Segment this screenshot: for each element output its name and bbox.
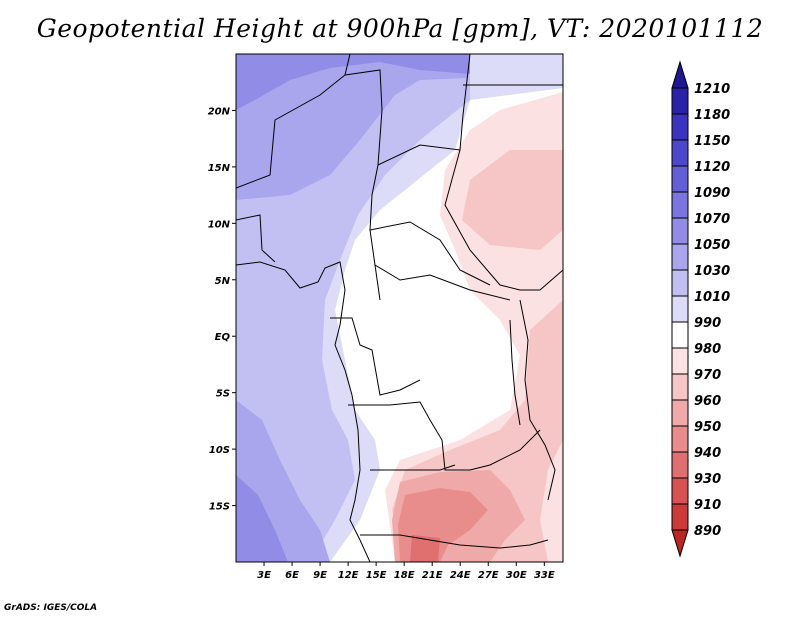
lat-tick-label: 15S [209, 502, 230, 513]
lat-tick-label: 10S [209, 445, 230, 456]
colorbar: 1210 1180 1150 1120 1090 1070 1050 1030 1010 990 9… [671, 60, 730, 558]
lat-tick-label: 5S [216, 389, 230, 400]
colorbar-top-arrow [671, 60, 689, 89]
colorbar-label: 1070 [694, 212, 730, 227]
colorbar-swatch [671, 321, 689, 349]
lat-axis: 20N 15N 10N 5N EQ 5S 10S 15S [208, 106, 236, 513]
colorbar-label: 1210 [694, 82, 730, 97]
lon-tick-label: 6E [285, 570, 299, 581]
footer-credit: GrADS: IGES/COLA [4, 603, 98, 613]
colorbar-swatch [671, 477, 689, 505]
map-frame [235, 53, 564, 563]
colorbar-swatch [671, 347, 689, 375]
colorbar-swatch [671, 191, 689, 219]
lat-tick-label: 15N [208, 163, 231, 174]
colorbar-swatch [671, 113, 689, 141]
lon-tick-label: 27E [478, 570, 499, 581]
colorbar-swatch [671, 295, 689, 323]
lat-tick-label: EQ [215, 332, 231, 343]
lon-tick-label: 21E [422, 570, 443, 581]
lon-tick-label: 24E [450, 570, 471, 581]
colorbar-label: 1090 [694, 186, 730, 201]
colorbar-label: 890 [694, 524, 721, 539]
lon-tick-label: 18E [394, 570, 415, 581]
colorbar-swatch [671, 451, 689, 479]
lon-axis: 3E 6E 9E 12E 15E 18E 21E 24E 27E 30E 33E [257, 562, 555, 581]
lon-tick-label: 12E [338, 570, 359, 581]
country-borders [236, 54, 563, 562]
colorbar-label: 940 [694, 446, 721, 461]
colorbar-label: 910 [694, 498, 721, 513]
colorbar-swatch [671, 503, 689, 531]
colorbar-label: 970 [694, 368, 721, 383]
lon-tick-label: 9E [313, 570, 327, 581]
colorbar-label: 960 [694, 394, 721, 409]
colorbar-swatch [671, 425, 689, 453]
colorbar-swatch [671, 243, 689, 271]
colorbar-swatch [671, 217, 689, 245]
colorbar-swatch [671, 139, 689, 167]
lon-tick-label: 33E [534, 570, 555, 581]
colorbar-label: 1120 [694, 160, 730, 175]
lat-tick-label: 5N [215, 276, 231, 287]
colorbar-swatch [671, 165, 689, 193]
colorbar-swatch [671, 399, 689, 427]
colorbar-label: 1050 [694, 238, 730, 253]
lat-tick-label: 20N [208, 106, 231, 117]
lat-tick-label: 10N [208, 219, 231, 230]
colorbar-swatch [671, 269, 689, 297]
colorbar-label: 1180 [694, 108, 730, 123]
colorbar-label: 980 [694, 342, 721, 357]
colorbar-label: 990 [694, 316, 721, 331]
height-field [236, 54, 563, 562]
colorbar-bottom-arrow [671, 529, 689, 558]
colorbar-label: 930 [694, 472, 721, 487]
coastline [236, 261, 371, 562]
lon-tick-label: 15E [366, 570, 387, 581]
colorbar-swatch [671, 87, 689, 115]
colorbar-label: 950 [694, 420, 721, 435]
lon-tick-label: 30E [506, 570, 527, 581]
colorbar-label: 1150 [694, 134, 730, 149]
colorbar-label: 1030 [694, 264, 730, 279]
colorbar-label: 1010 [694, 290, 730, 305]
lon-tick-label: 3E [257, 570, 271, 581]
map-title: Geopotential Height at 900hPa [gpm], VT:… [36, 14, 764, 43]
colorbar-swatch [671, 373, 689, 401]
